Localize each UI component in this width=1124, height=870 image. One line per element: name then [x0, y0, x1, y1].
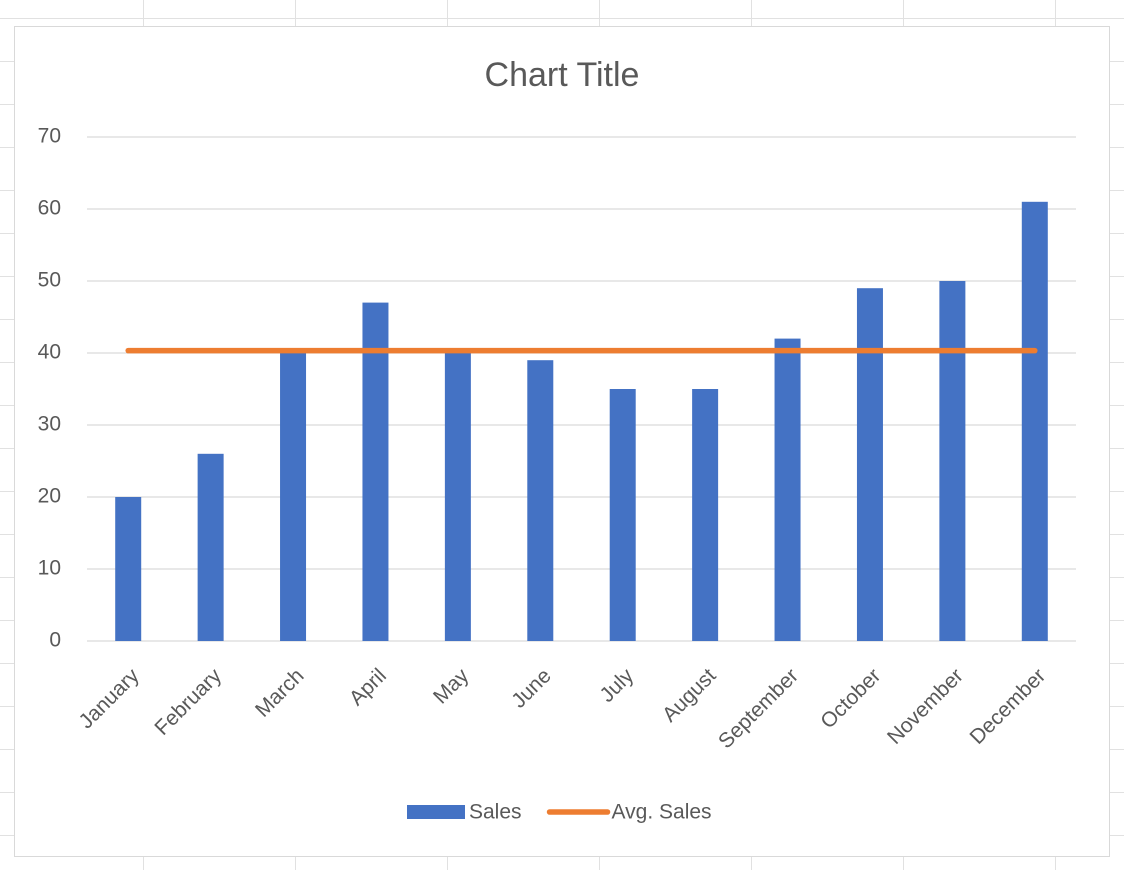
bar: [692, 389, 719, 641]
x-tick-label: April: [345, 664, 391, 710]
y-tick-label: 60: [38, 197, 61, 220]
legend-label: Sales: [469, 801, 522, 824]
x-tick-label: March: [251, 664, 309, 722]
bar: [115, 497, 142, 641]
y-tick-label: 70: [38, 125, 61, 148]
chart: Chart Title 0 10 20 30 40 50 60 70 January Februa…: [14, 26, 1110, 857]
legend-swatch: [407, 805, 465, 819]
bar: [280, 353, 307, 641]
bar: [609, 389, 636, 641]
x-tick-label: February: [150, 664, 226, 740]
chart-title: Chart Title: [485, 56, 640, 94]
bar: [527, 360, 554, 641]
x-tick-label: August: [658, 664, 721, 727]
legend-label: Avg. Sales: [612, 801, 712, 824]
bar: [939, 281, 966, 641]
bar: [856, 288, 883, 641]
y-tick-label: 20: [38, 485, 61, 508]
bar: [197, 453, 224, 641]
x-tick-label: October: [816, 664, 885, 733]
x-tick-label: July: [595, 664, 638, 707]
bar: [444, 353, 471, 641]
bar: [774, 338, 801, 641]
y-tick-label: 10: [38, 557, 61, 580]
x-tick-label: November: [883, 664, 968, 749]
x-tick-label: June: [507, 664, 555, 712]
x-tick-label: May: [429, 664, 474, 709]
y-tick-label: 40: [38, 341, 61, 364]
y-tick-label: 50: [38, 269, 61, 292]
x-tick-label: September: [714, 664, 803, 753]
y-tick-label: 30: [38, 413, 61, 436]
x-tick-label: December: [965, 664, 1050, 749]
x-tick-label: January: [75, 664, 144, 733]
bar: [362, 302, 389, 641]
y-tick-label: 0: [49, 629, 61, 652]
bar: [1021, 201, 1048, 642]
